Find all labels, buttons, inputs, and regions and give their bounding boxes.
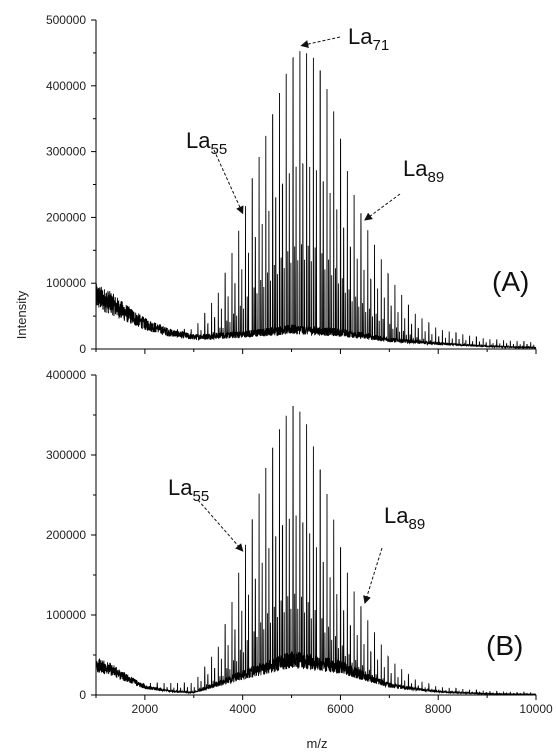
x-tick-label: 6000 (327, 702, 354, 716)
y-tick-label: 300000 (46, 448, 86, 462)
panel-label-b: (B) (486, 630, 523, 661)
y-tick-label: 500000 (46, 13, 86, 27)
panel-label-a: (A) (492, 266, 529, 297)
y-tick-label: 100000 (46, 608, 86, 622)
y-tick-label: 200000 (46, 210, 86, 224)
annotation-arrow (300, 36, 341, 48)
panel-b: 0 100000 200000 300000 400000 2000 4000 6000 800… (46, 368, 553, 716)
y-tick-label: 0 (79, 342, 86, 356)
y-tick-label: 200000 (46, 528, 86, 542)
x-axis-label: m/z (307, 736, 328, 751)
svg-text:La55: La55 (186, 128, 227, 158)
annotation-arrow (213, 149, 244, 215)
svg-text:La89: La89 (384, 503, 425, 533)
annotation-arrow (197, 499, 244, 552)
annotation-arrow (363, 547, 383, 604)
annotation-arrow (364, 193, 401, 221)
spectrum-trace (95, 51, 537, 350)
y-tick-label: 400000 (46, 79, 86, 93)
annotation-la89-a: La89 (403, 156, 444, 186)
y-tick-label: 400000 (46, 368, 86, 382)
panel-a: 0 100000 200000 300000 400000 500000 (46, 13, 537, 356)
y-axis-label: Intensity (14, 290, 29, 339)
spectrum-trace (95, 406, 537, 696)
svg-text:La89: La89 (403, 156, 444, 186)
annotation-la55-a: La55 (186, 128, 227, 158)
svg-text:La71: La71 (348, 24, 389, 54)
annotation-la55-b: La55 (168, 475, 209, 505)
annotation-la71: La71 (348, 24, 389, 54)
x-tick-label: 4000 (229, 702, 256, 716)
svg-text:La55: La55 (168, 475, 209, 505)
x-tick-label: 2000 (132, 702, 159, 716)
x-tick-label: 8000 (425, 702, 452, 716)
y-tick-label: 0 (79, 688, 86, 702)
y-tick-label: 300000 (46, 145, 86, 159)
y-tick-label: 100000 (46, 276, 86, 290)
x-tick-label: 10000 (519, 702, 553, 716)
annotation-la89-b: La89 (384, 503, 425, 533)
